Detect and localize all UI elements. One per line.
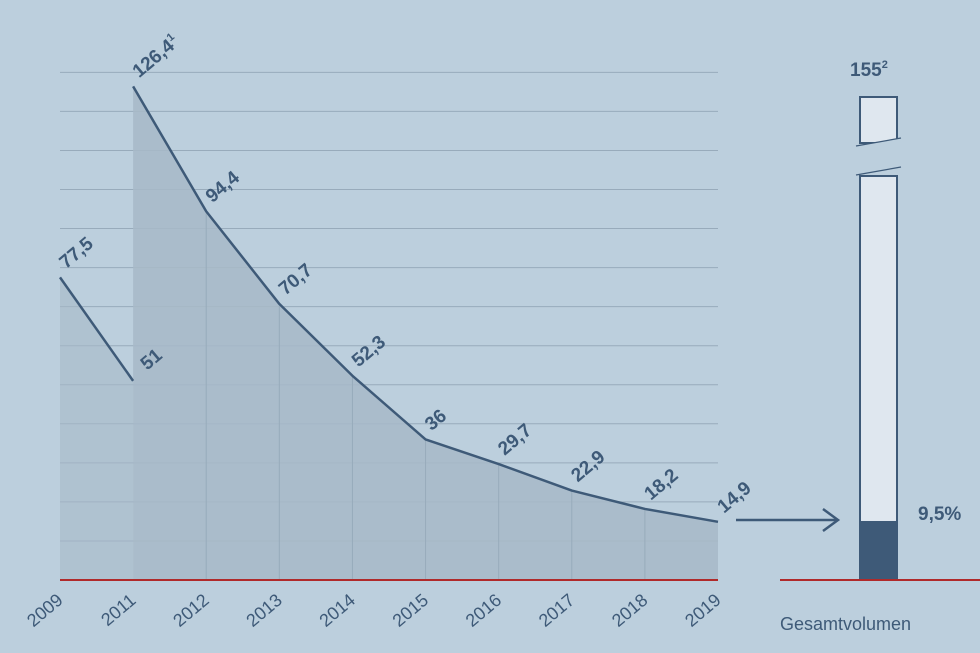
- series-line-2: [132, 85, 719, 524]
- x-tick-label: 2012: [169, 590, 213, 631]
- x-tick-label: 2011: [97, 590, 140, 630]
- x-tick-label: 2014: [315, 590, 359, 631]
- data-label: 52,3: [348, 332, 390, 372]
- data-label: 70,7: [275, 260, 317, 300]
- data-label: 94,4: [202, 167, 244, 207]
- data-label: 14,9: [714, 478, 756, 518]
- x-tick-label: 2019: [681, 590, 725, 631]
- data-label: 18,2: [641, 465, 683, 505]
- total-bar-empty-bottom: [859, 175, 898, 523]
- total-bar-caption: Gesamtvolumen: [780, 614, 911, 634]
- area-segment-1: [60, 277, 134, 580]
- area-fill: [60, 86, 719, 581]
- total-bar-empty-top: [859, 96, 898, 144]
- x-tick-label: 2009: [23, 590, 67, 631]
- x-tick-label: 2017: [535, 590, 579, 631]
- axis-break-icon: [855, 138, 902, 175]
- data-label: 36: [421, 406, 451, 436]
- total-volume-bar: 1552 9,5% Gesamtvolumen: [780, 59, 980, 634]
- x-tick-label: 2016: [462, 590, 506, 631]
- total-value-label: 1552: [850, 59, 888, 81]
- data-label: 29,7: [494, 420, 536, 460]
- arrow-icon: [736, 507, 841, 533]
- x-tick-label: 2018: [608, 590, 652, 631]
- x-tick-label: 2013: [242, 590, 286, 631]
- x-tick-label: 2015: [389, 590, 433, 631]
- x-axis-ticks: 2009 2011 2012 2013 2014 2015 2016 2017 2018 2019: [23, 590, 725, 631]
- total-bar-share-fill: [859, 521, 898, 580]
- share-label: 9,5%: [918, 504, 961, 525]
- data-label: 126,41: [128, 31, 183, 82]
- data-label: 22,9: [567, 447, 609, 487]
- series-line-1: [58, 276, 135, 382]
- series-lines: [58, 85, 719, 524]
